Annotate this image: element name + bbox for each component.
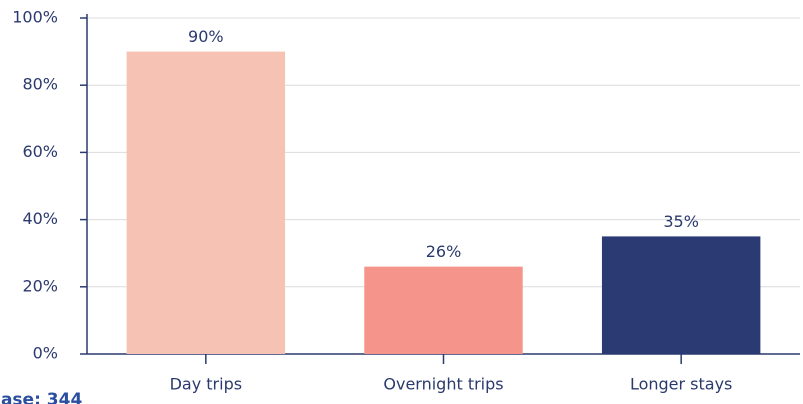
x-tick-label: Day trips <box>170 375 242 394</box>
y-tick-label: 80% <box>22 75 58 94</box>
x-tick-label: Longer stays <box>630 375 732 394</box>
y-tick-label: 0% <box>33 344 58 363</box>
y-tick-label: 40% <box>22 209 58 228</box>
bar <box>364 266 523 354</box>
value-label: 90% <box>188 27 224 46</box>
y-tick-label: 60% <box>22 142 58 161</box>
value-label: 35% <box>663 212 699 231</box>
base-note: Base: 344 <box>0 390 82 404</box>
value-label: 26% <box>426 242 462 261</box>
bar <box>126 51 286 354</box>
bar <box>601 236 761 354</box>
x-tick-label: Overnight trips <box>383 375 503 394</box>
y-tick-label: 20% <box>22 276 58 295</box>
y-tick-label: 100% <box>12 8 58 27</box>
